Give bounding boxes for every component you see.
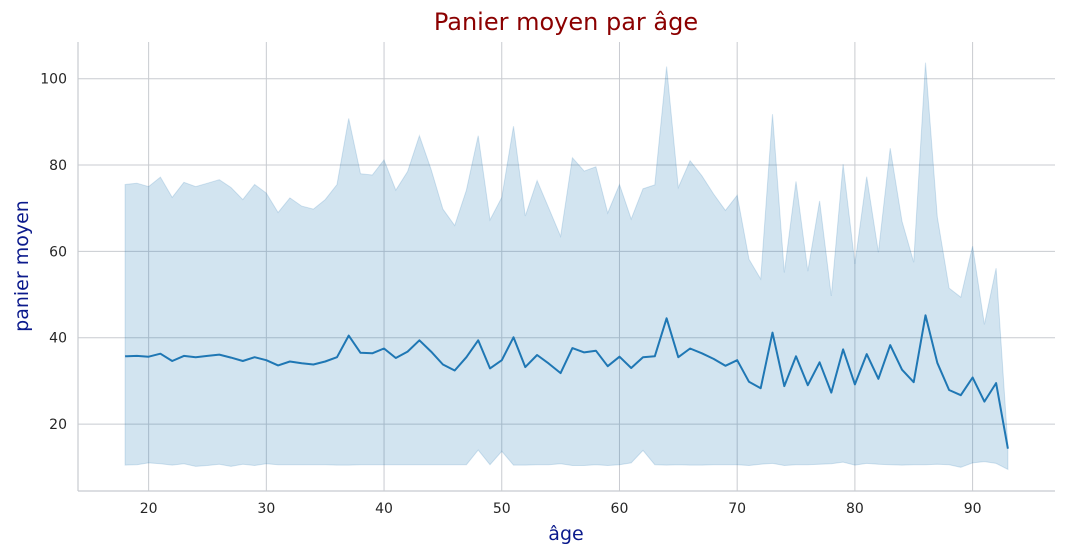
y-tick-labels: 20 40 60 80 100 (40, 72, 67, 433)
x-tick-label: 50 (493, 501, 511, 517)
x-axis-label: âge (548, 523, 583, 545)
y-tick-label: 20 (49, 417, 67, 433)
mean-line (125, 314, 1009, 449)
x-tick-label: 90 (964, 501, 982, 517)
x-tick-label: 70 (728, 501, 746, 517)
confidence-band (124, 62, 1009, 471)
x-tick-labels: 20 30 40 50 60 70 80 90 (140, 501, 982, 517)
x-tick-label: 20 (140, 501, 158, 517)
y-tick-label: 60 (49, 244, 67, 260)
y-tick-label: 40 (49, 331, 67, 347)
y-axis-label: panier moyen (11, 200, 33, 332)
y-tick-label: 100 (40, 72, 67, 88)
x-tick-label: 80 (846, 501, 864, 517)
x-tick-label: 40 (375, 501, 393, 517)
x-tick-label: 60 (611, 501, 629, 517)
chart-title: Panier moyen par âge (434, 8, 698, 36)
x-tick-label: 30 (257, 501, 275, 517)
x-gridlines (148, 42, 974, 491)
y-gridlines (78, 78, 1055, 425)
y-tick-label: 80 (49, 158, 67, 174)
